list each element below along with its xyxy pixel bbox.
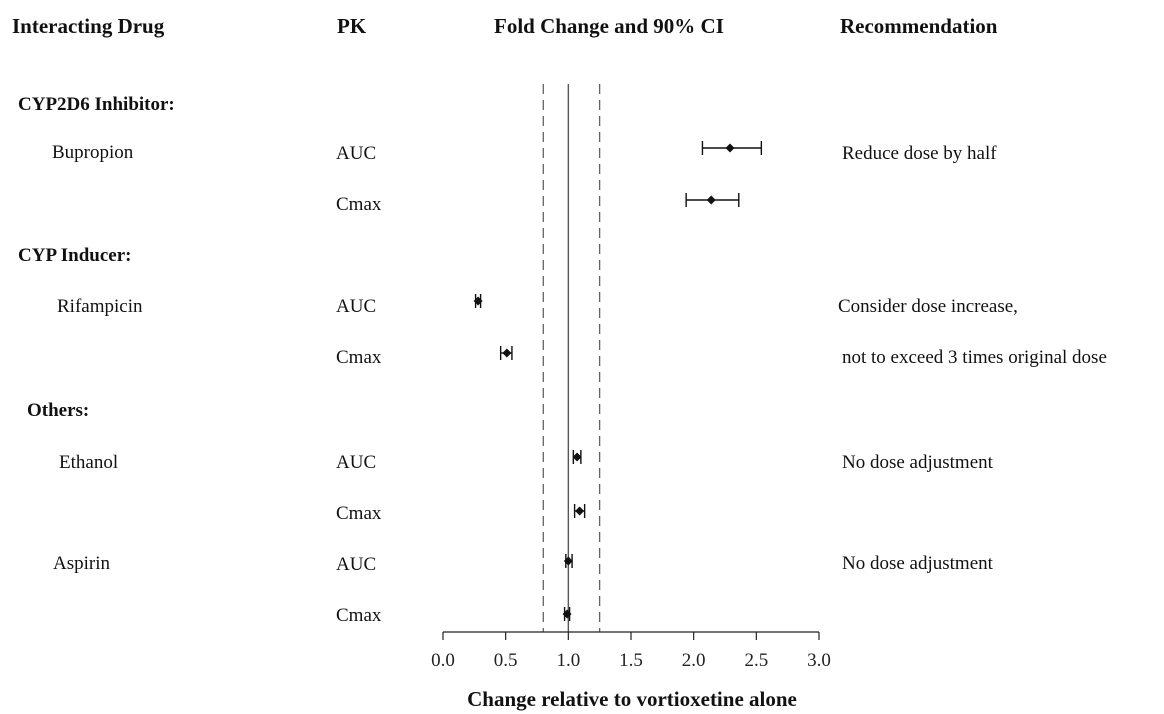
pk-label: AUC (336, 554, 377, 575)
x-tick-label: 1.5 (619, 650, 643, 671)
forest-row-aspirin-cmax (562, 607, 572, 621)
point-estimate (502, 348, 512, 358)
pk-label: Cmax (336, 347, 382, 368)
x-axis-title: Change relative to vortioxetine alone (467, 687, 797, 711)
drug-aspirin: Aspirin (53, 553, 110, 574)
point-estimate (706, 195, 716, 205)
forest-row-rifampicin-cmax (499, 346, 513, 360)
header-recommendation: Recommendation (840, 14, 998, 38)
x-tick-label: 1.0 (556, 650, 580, 671)
x-tick-label: 2.5 (744, 650, 768, 671)
header-fold-change: Fold Change and 90% CI (494, 14, 724, 38)
recommendation-rifampicin-line1: Consider dose increase, (838, 296, 1018, 317)
pk-label: AUC (336, 452, 377, 473)
point-estimate (563, 556, 573, 566)
pk-label: Cmax (336, 194, 382, 215)
pk-label: Cmax (336, 605, 382, 626)
x-tick-label: 2.0 (682, 650, 706, 671)
forest-row-bupropion-cmax (685, 193, 740, 207)
point-estimate (725, 143, 735, 153)
point-estimate (562, 609, 572, 619)
recommendation-rifampicin-line2: not to exceed 3 times original dose (842, 347, 1107, 368)
x-tick-label: 3.0 (807, 650, 831, 671)
pk-label: AUC (336, 296, 377, 317)
forest-row-rifampicin-auc (473, 294, 483, 308)
header-pk: PK (337, 14, 367, 38)
point-estimate (473, 296, 483, 306)
pk-label: AUC (336, 143, 377, 164)
forest-row-aspirin-auc (563, 554, 573, 568)
forest-row-bupropion-auc (701, 141, 763, 155)
drug-bupropion: Bupropion (52, 142, 134, 163)
group-cyp2d6-inhibitor: CYP2D6 Inhibitor: (18, 94, 175, 115)
group-cyp-inducer: CYP Inducer: (18, 245, 132, 266)
forest-row-ethanol-cmax (573, 504, 586, 518)
drug-rifampicin: Rifampicin (57, 296, 143, 317)
x-tick-label: 0.0 (431, 650, 455, 671)
header-interacting-drug: Interacting Drug (12, 14, 165, 38)
recommendation-aspirin: No dose adjustment (842, 553, 993, 574)
drug-ethanol: Ethanol (59, 452, 119, 473)
recommendation-ethanol: No dose adjustment (842, 452, 993, 473)
point-estimate (575, 506, 585, 516)
pk-label: Cmax (336, 503, 382, 524)
forest-row-ethanol-auc (572, 450, 582, 464)
group-others: Others: (27, 400, 90, 421)
recommendation-bupropion: Reduce dose by half (842, 143, 997, 164)
point-estimate (572, 452, 582, 462)
x-tick-label: 0.5 (494, 650, 518, 671)
